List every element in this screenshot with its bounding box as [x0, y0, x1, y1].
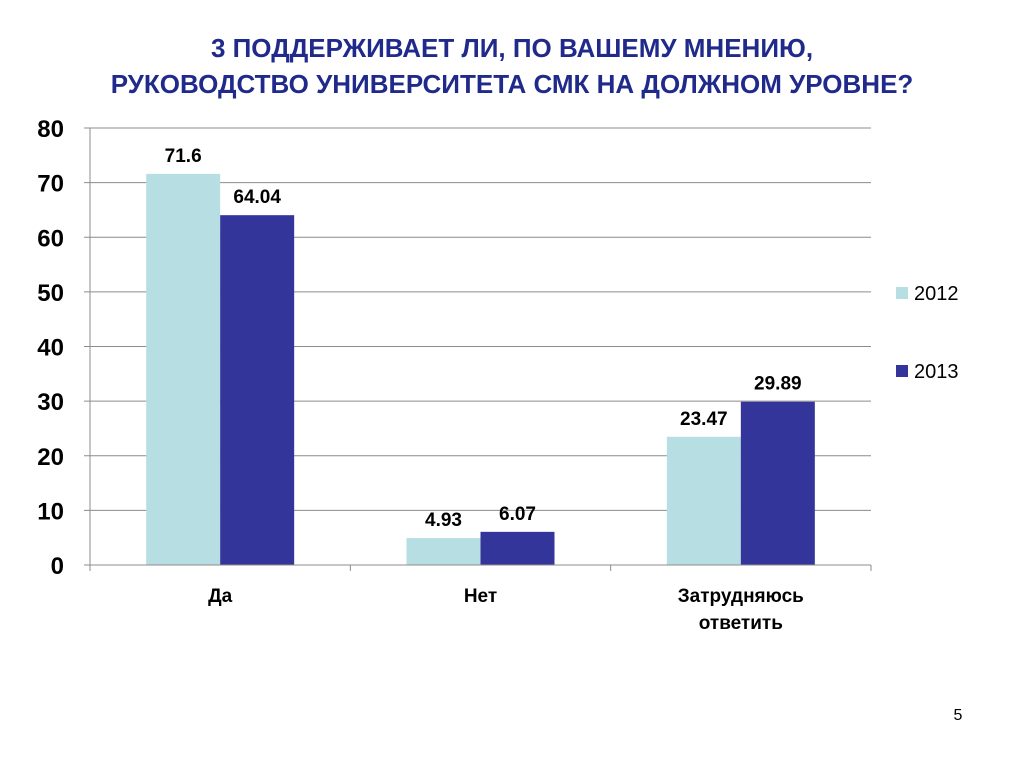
- y-tick-label: 10: [37, 498, 64, 525]
- y-tick-label: 40: [37, 335, 64, 362]
- bar: [666, 436, 741, 565]
- y-tick-label: 60: [37, 225, 64, 252]
- y-tick-label: 50: [37, 280, 64, 307]
- category-label: ответить: [699, 613, 783, 634]
- data-label: 23.47: [680, 409, 728, 430]
- slide-title-line-2: РУКОВОДСТВО УНИВЕРСИТЕТА СМК НА ДОЛЖНОМ …: [110, 69, 914, 99]
- slide-title-line-1: 3 ПОДДЕРЖИВАЕТ ЛИ, ПО ВАШЕМУ МНЕНИЮ,: [210, 33, 814, 63]
- data-label: 6.07: [499, 504, 536, 525]
- category-label: Нет: [464, 586, 497, 607]
- data-label: 71.6: [165, 146, 202, 167]
- bar: [740, 401, 815, 565]
- data-label: 64.04: [233, 187, 281, 208]
- legend-label: 2013: [914, 361, 959, 383]
- bar: [406, 538, 481, 565]
- y-tick-label: 20: [37, 444, 64, 471]
- category-label: Да: [208, 586, 233, 607]
- y-tick-label: 0: [51, 553, 64, 580]
- category-label: Затрудняюсь: [678, 586, 804, 607]
- y-tick-label: 80: [37, 116, 64, 143]
- bar: [480, 531, 555, 565]
- y-tick-label: 70: [37, 171, 64, 198]
- data-label: 29.89: [754, 374, 802, 395]
- legend-swatch: [896, 365, 908, 377]
- y-tick-label: 30: [37, 389, 64, 416]
- legend-label: 2012: [914, 283, 959, 305]
- page-number: 5: [953, 707, 963, 724]
- bar: [146, 173, 221, 565]
- bar: [220, 215, 295, 565]
- data-label: 4.93: [425, 510, 462, 531]
- legend-swatch: [896, 287, 908, 299]
- slide-title: 3 ПОДДЕРЖИВАЕТ ЛИ, ПО ВАШЕМУ МНЕНИЮ, РУК…: [0, 30, 1024, 102]
